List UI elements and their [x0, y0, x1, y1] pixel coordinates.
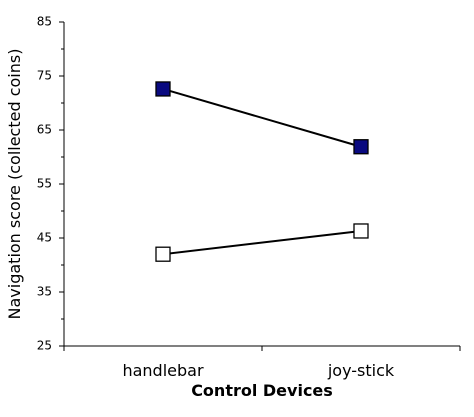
y-tick-label: 75 — [37, 69, 52, 83]
series-line — [162, 229, 362, 256]
y-tick-label: 65 — [37, 123, 52, 137]
y-tick-label: 25 — [37, 339, 52, 353]
y-tick-label: 85 — [37, 15, 52, 29]
x-tick-label: joy-stick — [327, 361, 395, 380]
y-axis-title: Navigation score (collected coins) — [5, 49, 24, 320]
marker — [353, 139, 369, 155]
marker — [155, 81, 171, 97]
marker — [353, 223, 369, 239]
x-axis-title: Control Devices — [191, 381, 333, 400]
series-line — [162, 88, 362, 148]
x-tick-label: handlebar — [122, 361, 203, 380]
y-tick-label: 55 — [37, 177, 52, 191]
y-tick-label: 35 — [37, 285, 52, 299]
y-tick-label: 45 — [37, 231, 52, 245]
marker — [155, 246, 171, 262]
